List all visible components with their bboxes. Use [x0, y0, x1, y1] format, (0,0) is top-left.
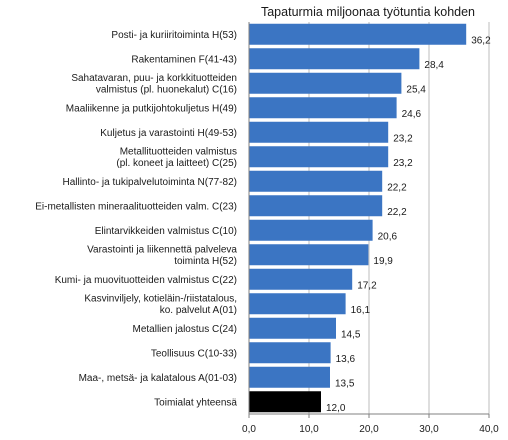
value-label: 24,6: [402, 109, 422, 120]
value-label: 13,5: [335, 378, 355, 389]
bar: [249, 121, 389, 143]
value-label: 22,2: [387, 207, 407, 218]
x-tick-label: 20,0: [359, 424, 379, 435]
bar: [249, 293, 346, 315]
category-label: Kumi- ja muovituotteiden valmistus C(22): [55, 275, 237, 286]
value-labels: 36,2 28,4 25,4 24,6 23,2 23,2 22,2 22,2 20,6 19,9…: [326, 35, 491, 414]
category-label: Metallien jalostus C(24): [133, 324, 238, 335]
value-label: 14,5: [341, 329, 361, 340]
category-label: Varastointi ja liikennettä palveleva toim…: [87, 245, 237, 268]
category-label: Ei-metallisten mineraalituotteiden valm.…: [35, 201, 237, 212]
value-label: 17,2: [357, 280, 377, 291]
value-label: 12,0: [326, 403, 346, 414]
category-labels: Posti- ja kuriiritoiminta H(53) Rakentami…: [35, 30, 237, 409]
x-tick-label: 10,0: [299, 424, 319, 435]
category-label: Sahatavaran, puu- ja korkkituotteiden val…: [71, 73, 237, 96]
bar: [249, 268, 353, 290]
category-label: Posti- ja kuriiritoiminta H(53): [111, 30, 237, 41]
category-label: Toimialat yhteensä: [154, 397, 237, 408]
bar: [249, 391, 321, 413]
bar: [249, 244, 369, 266]
bar: [249, 317, 336, 339]
bars: [249, 23, 467, 413]
value-label: 20,6: [378, 231, 398, 242]
category-label: Maa-, metsä- ja kalatalous A(01-03): [79, 373, 237, 384]
category-label: Rakentaminen F(41-43): [131, 54, 237, 65]
category-label: Hallinto- ja tukipalvelutoiminta N(77-82…: [62, 177, 237, 188]
bar: [249, 72, 402, 94]
value-label: 19,9: [373, 256, 393, 267]
category-label: Kasvinviljely, kotieläin-/riistatalous, k…: [84, 294, 237, 317]
category-label: Teollisuus C(10-33): [151, 348, 237, 359]
bar: [249, 342, 331, 364]
bar: [249, 170, 383, 192]
value-label: 36,2: [471, 35, 491, 46]
bar: [249, 23, 467, 45]
x-axis: 0,0 10,0 20,0 30,0 40,0: [242, 22, 499, 435]
x-tick-label: 40,0: [479, 424, 499, 435]
category-label: Elintarvikkeiden valmistus C(10): [95, 226, 237, 237]
category-label: Maaliikenne ja putkijohtokuljetus H(49): [66, 103, 237, 114]
chart-title: Tapaturmia miljoonaa työtuntia kohden: [261, 5, 475, 19]
bar: [249, 97, 397, 119]
bar: [249, 146, 389, 168]
category-label: Metallituotteiden valmistus (pl. koneet j…: [116, 147, 237, 170]
value-label: 28,4: [424, 60, 444, 71]
value-label: 23,2: [393, 158, 413, 169]
value-label: 22,2: [387, 182, 407, 193]
x-tick-label: 0,0: [242, 424, 256, 435]
value-label: 25,4: [406, 84, 426, 95]
bar: [249, 48, 420, 70]
value-label: 16,1: [351, 305, 371, 316]
x-tick-label: 30,0: [419, 424, 439, 435]
bar: [249, 366, 330, 388]
category-label: Kuljetus ja varastointi H(49-53): [100, 128, 237, 139]
bar: [249, 195, 383, 217]
bar: [249, 219, 373, 241]
value-label: 23,2: [393, 133, 413, 144]
value-label: 13,6: [336, 354, 356, 365]
